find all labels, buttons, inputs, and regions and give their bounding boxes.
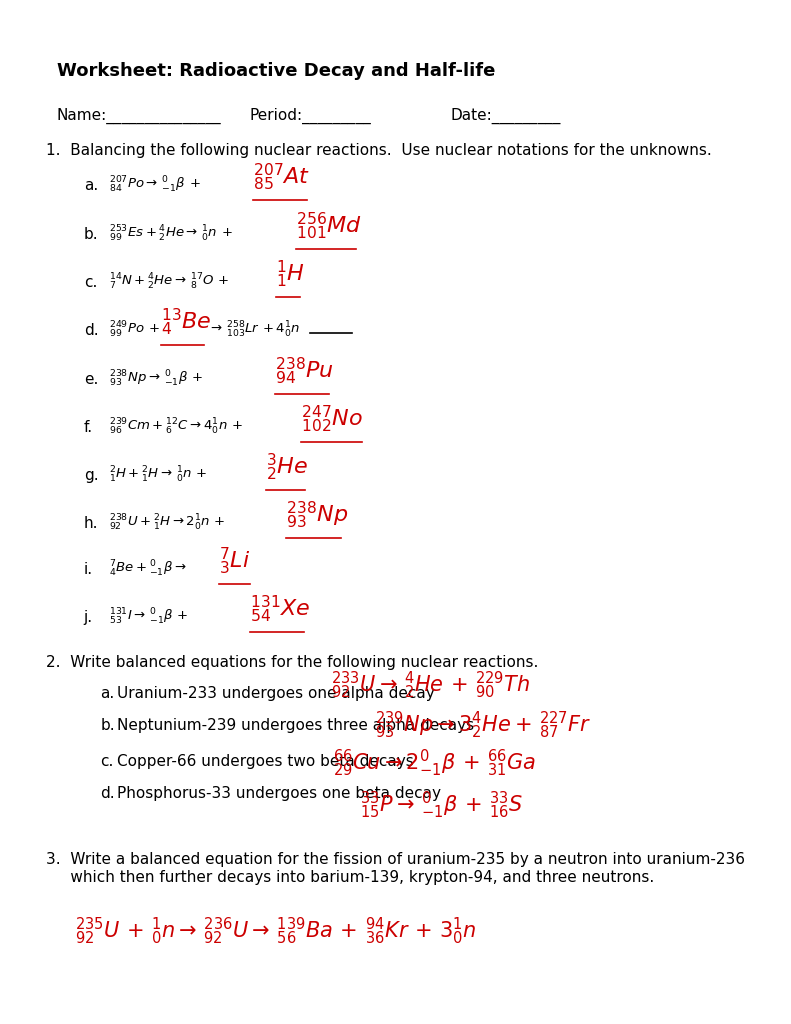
- Text: i.: i.: [84, 562, 93, 577]
- Text: c.: c.: [100, 754, 114, 769]
- Text: a.: a.: [84, 178, 98, 193]
- Text: h.: h.: [84, 516, 98, 531]
- Text: $^{7}_{3}Li$: $^{7}_{3}Li$: [219, 546, 251, 578]
- Text: a.: a.: [100, 686, 115, 701]
- Text: $^{33}_{15}P\rightarrow\,^{0}_{-1}\beta\,+\,^{33}_{16}S$: $^{33}_{15}P\rightarrow\,^{0}_{-1}\beta\…: [360, 790, 523, 821]
- Text: g.: g.: [84, 468, 98, 483]
- Text: d.: d.: [84, 323, 98, 338]
- Text: $^{238}_{93}Np\rightarrow\,^{0}_{-1}\beta\,+$: $^{238}_{93}Np\rightarrow\,^{0}_{-1}\bet…: [109, 369, 202, 389]
- Text: Date:_________: Date:_________: [451, 108, 561, 124]
- Text: $^{131}_{53}I\rightarrow\,^{0}_{-1}\beta\,+$: $^{131}_{53}I\rightarrow\,^{0}_{-1}\beta…: [109, 607, 188, 627]
- Text: Copper-66 undergoes two beta decays: Copper-66 undergoes two beta decays: [117, 754, 414, 769]
- Text: $^{14}_{7}N+^{4}_{2}He\rightarrow\,^{17}_{8}O\,+$: $^{14}_{7}N+^{4}_{2}He\rightarrow\,^{17}…: [109, 272, 229, 292]
- Text: $^{239}_{96}Cm+^{12}_{6}C\rightarrow 4^{1}_{0}n\,+$: $^{239}_{96}Cm+^{12}_{6}C\rightarrow 4^{…: [109, 417, 243, 437]
- Text: $^{233}_{92}U\rightarrow\,^{4}_{2}He\,+\,^{229}_{90}Th$: $^{233}_{92}U\rightarrow\,^{4}_{2}He\,+\…: [331, 670, 530, 701]
- Text: b.: b.: [84, 227, 98, 242]
- Text: 3.  Write a balanced equation for the fission of uranium-235 by a neutron into u: 3. Write a balanced equation for the fis…: [46, 852, 745, 867]
- Text: $^{66}_{29}Cu\rightarrow 2^{0}_{-1}\beta\,+\,^{66}_{31}Ga$: $^{66}_{29}Cu\rightarrow 2^{0}_{-1}\beta…: [333, 748, 536, 779]
- Text: $^{238}_{92}U+^{2}_{1}H\rightarrow 2^{1}_{0}n\,+$: $^{238}_{92}U+^{2}_{1}H\rightarrow 2^{1}…: [109, 513, 225, 534]
- Text: $^{207}_{84}Po\rightarrow\,^{0}_{-1}\beta\,+$: $^{207}_{84}Po\rightarrow\,^{0}_{-1}\bet…: [109, 175, 200, 196]
- Text: $^{249}_{99}Po\,+$: $^{249}_{99}Po\,+$: [109, 319, 160, 340]
- Text: $^{253}_{99}Es+^{4}_{2}He\rightarrow\,^{1}_{0}n\,+$: $^{253}_{99}Es+^{4}_{2}He\rightarrow\,^{…: [109, 224, 233, 244]
- Text: $\rightarrow\,^{258}_{103}Lr\,+4^{1}_{0}n$: $\rightarrow\,^{258}_{103}Lr\,+4^{1}_{0}…: [208, 319, 300, 340]
- Text: d.: d.: [100, 786, 115, 801]
- Text: $^{238}_{94}Pu$: $^{238}_{94}Pu$: [274, 356, 334, 387]
- Text: $^{7}_{4}Be+^{0}_{-1}\beta\rightarrow$: $^{7}_{4}Be+^{0}_{-1}\beta\rightarrow$: [109, 559, 187, 580]
- Text: b.: b.: [100, 718, 115, 733]
- Text: Uranium-233 undergoes one alpha decay: Uranium-233 undergoes one alpha decay: [117, 686, 435, 701]
- Text: $^{1}_{1}H$: $^{1}_{1}H$: [276, 259, 305, 290]
- Text: Neptunium-239 undergoes three alpha decays: Neptunium-239 undergoes three alpha deca…: [117, 718, 475, 733]
- Text: Worksheet: Radioactive Decay and Half-life: Worksheet: Radioactive Decay and Half-li…: [57, 62, 495, 80]
- Text: $^{131}_{54}Xe$: $^{131}_{54}Xe$: [249, 594, 310, 626]
- Text: Name:_______________: Name:_______________: [57, 108, 221, 124]
- Text: j.: j.: [84, 610, 93, 625]
- Text: $^{2}_{1}H+^{2}_{1}H\rightarrow\,^{1}_{0}n\,+$: $^{2}_{1}H+^{2}_{1}H\rightarrow\,^{1}_{0…: [109, 465, 207, 485]
- Text: $^{256}_{101}Md$: $^{256}_{101}Md$: [296, 211, 361, 243]
- Text: 1.  Balancing the following nuclear reactions.  Use nuclear notations for the un: 1. Balancing the following nuclear react…: [46, 143, 712, 158]
- Text: $^{207}_{85}At$: $^{207}_{85}At$: [253, 162, 310, 194]
- Text: $^{238}_{93}Np$: $^{238}_{93}Np$: [286, 500, 349, 531]
- Text: Phosphorus-33 undergoes one beta decay: Phosphorus-33 undergoes one beta decay: [117, 786, 441, 801]
- Text: $^{13}_{4}Be$: $^{13}_{4}Be$: [161, 307, 211, 338]
- Text: c.: c.: [84, 275, 97, 290]
- Text: $^{3}_{2}He$: $^{3}_{2}He$: [267, 452, 308, 483]
- Text: $^{247}_{102}No$: $^{247}_{102}No$: [301, 404, 363, 435]
- Text: e.: e.: [84, 372, 98, 387]
- Text: which then further decays into barium-139, krypton-94, and three neutrons.: which then further decays into barium-13…: [46, 870, 654, 885]
- Text: $^{235}_{92}U\,+\,^{1}_{0}n\rightarrow\,^{236}_{92}U\rightarrow\,^{139}_{56}Ba\,: $^{235}_{92}U\,+\,^{1}_{0}n\rightarrow\,…: [75, 916, 477, 947]
- Text: 2.  Write balanced equations for the following nuclear reactions.: 2. Write balanced equations for the foll…: [46, 655, 539, 670]
- Text: f.: f.: [84, 420, 93, 435]
- Text: $^{239}_{93}Np\rightarrow 3^{4}_{2}He+\,^{227}_{87}Fr$: $^{239}_{93}Np\rightarrow 3^{4}_{2}He+\,…: [375, 710, 592, 741]
- Text: Period:_________: Period:_________: [249, 108, 371, 124]
